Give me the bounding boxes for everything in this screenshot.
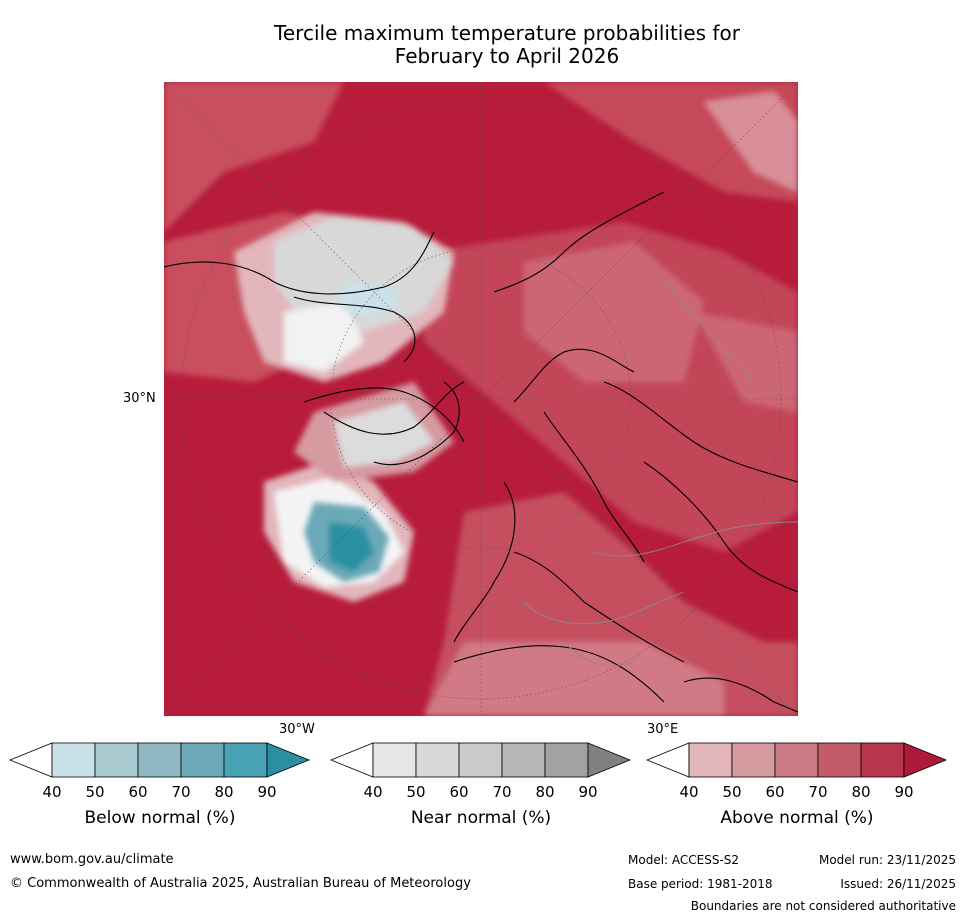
- near-colorbar-svg: [329, 742, 632, 778]
- above-tick-label: 80: [851, 783, 871, 801]
- near-colorbar-bin: [458, 742, 503, 778]
- near-colorbar-bin: [372, 742, 417, 778]
- above-colorbar-bin: [774, 742, 819, 778]
- near-normal-colorbar: [329, 742, 632, 778]
- above-tick-label: 40: [679, 783, 699, 801]
- title-line-1: Tercile maximum temperature probabilitie…: [274, 21, 740, 45]
- below-colorbar-bin: [94, 742, 139, 778]
- above-colorbar-bin: [731, 742, 776, 778]
- above-normal-colorbar: [645, 742, 948, 778]
- near-colorbar-high-extend: [587, 742, 632, 778]
- disclaimer-text: Boundaries are not considered authoritat…: [690, 899, 956, 913]
- country-borders: [523, 281, 798, 667]
- near-tick-label: 50: [406, 783, 426, 801]
- near-tick-label: 60: [449, 783, 469, 801]
- near-colorbar-low-extend: [329, 742, 374, 778]
- latitude-label-30n: 30°N: [123, 391, 156, 406]
- below-colorbar-low-extend: [8, 742, 53, 778]
- map-canvas: [164, 82, 798, 716]
- near-tick-label: 70: [492, 783, 512, 801]
- below-colorbar-svg: [8, 742, 311, 778]
- below-colorbar-bin: [51, 742, 96, 778]
- title-line-2: February to April 2026: [394, 44, 620, 68]
- below-tick-label: 70: [171, 783, 191, 801]
- above-tick-label: 50: [722, 783, 742, 801]
- below-tick-label: 80: [214, 783, 234, 801]
- above-colorbar-bin: [688, 742, 733, 778]
- above-tick-label: 60: [765, 783, 785, 801]
- above-tick-label: 70: [808, 783, 828, 801]
- below-normal-colorbar: [8, 742, 311, 778]
- model-text: Model: ACCESS-S2: [628, 853, 740, 867]
- above-colorbar-svg: [645, 742, 948, 778]
- near-colorbar-bin: [415, 742, 460, 778]
- near-colorbar-bin: [501, 742, 546, 778]
- website-text: www.bom.gov.au/climate: [10, 852, 174, 867]
- below-tick-label: 50: [85, 783, 105, 801]
- near-colorbar-bin: [544, 742, 589, 778]
- above-colorbar-low-extend: [645, 742, 690, 778]
- graticule: [164, 82, 798, 716]
- below-normal-title: Below normal (%): [84, 808, 236, 828]
- below-colorbar-bin: [180, 742, 225, 778]
- above-tick-label: 90: [894, 783, 914, 801]
- issued-text: Issued: 26/11/2025: [840, 877, 956, 891]
- near-tick-label: 90: [578, 783, 598, 801]
- copyright-text: © Commonwealth of Australia 2025, Austra…: [10, 876, 471, 891]
- below-normal-regions: [304, 282, 399, 582]
- coastlines: [164, 191, 798, 713]
- below-colorbar-bin: [223, 742, 268, 778]
- below-tick-label: 60: [128, 783, 148, 801]
- above-normal-title: Above normal (%): [720, 808, 874, 828]
- below-tick-label: 90: [257, 783, 277, 801]
- below-tick-label: 40: [42, 783, 62, 801]
- near-normal-title: Near normal (%): [410, 808, 552, 828]
- longitude-label-30e: 30°E: [647, 722, 679, 737]
- below-colorbar-bin: [137, 742, 182, 778]
- model-run-text: Model run: 23/11/2025: [818, 853, 956, 867]
- below-colorbar-high-extend: [266, 742, 311, 778]
- map-title: Tercile maximum temperature probabilitie…: [0, 22, 965, 68]
- near-tick-label: 80: [535, 783, 555, 801]
- longitude-label-30w: 30°W: [279, 722, 315, 737]
- near-normal-regions: [234, 212, 454, 602]
- near-tick-label: 40: [363, 783, 383, 801]
- probability-map: [164, 82, 798, 716]
- above-colorbar-high-extend: [903, 742, 948, 778]
- above-colorbar-bin: [860, 742, 905, 778]
- above-colorbar-bin: [817, 742, 862, 778]
- base-period-text: Base period: 1981-2018: [628, 877, 773, 891]
